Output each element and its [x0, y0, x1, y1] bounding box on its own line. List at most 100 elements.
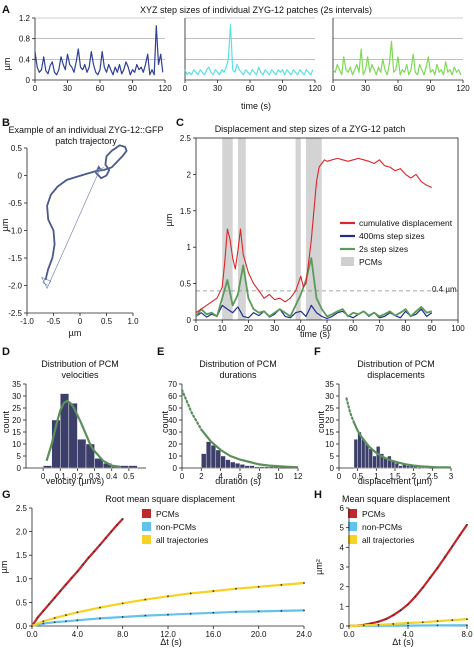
panel-g-series-3-point: [189, 592, 192, 595]
panel-f-ylabel: count: [316, 410, 326, 433]
panel-e-bar: [215, 449, 221, 469]
legend-label-2s-step-sizes: 2s step sizes: [359, 244, 408, 254]
panel-f-bar: [368, 448, 373, 469]
panel-d-bar: [77, 439, 87, 469]
panel-h-series-1-point: [443, 556, 446, 559]
panel-h-legend: PCMs non-PCMs all trajectories: [348, 509, 414, 545]
legend-swatch-g-non-pcms: [142, 522, 151, 531]
panel-g-series-1-point: [93, 550, 96, 553]
panel-f-bar: [398, 465, 403, 469]
panel-b-title-line-2: patch trajectory: [55, 136, 117, 146]
panel-a-1-ytick-label: 0.4: [19, 55, 31, 64]
panel-e-ytick-label: 70: [168, 380, 177, 389]
panel-f-fit-curve: [352, 421, 452, 469]
panel-c-xtick-label: 60: [349, 324, 358, 333]
panel-b-xlabel: µm: [69, 328, 82, 338]
panel-e-fit-extrapolated: [180, 388, 203, 431]
panel-h-series-3-point: [466, 618, 468, 621]
panel-g-series-1-point: [65, 583, 67, 586]
panel-g-series-1-point: [36, 616, 39, 619]
panel-letter-c: C: [176, 117, 184, 129]
panel-e-bar: [263, 466, 270, 469]
panel-h-ytick-label: 4: [340, 543, 345, 552]
legend-label-g-non-pcms: non-PCMs: [156, 522, 196, 532]
panel-g-series-3-point: [144, 598, 147, 601]
panel-g-series-3-point: [65, 614, 67, 617]
panel-g-series-3-point: [235, 587, 237, 590]
panel-e-xtick-label: 12: [294, 472, 303, 481]
panel-h-ytick-label: 3: [340, 563, 345, 572]
panel-g-ytick-label: 0.5: [16, 598, 28, 607]
legend-swatch-pcms: [341, 257, 354, 266]
panel-g-ytick-label: 0.0: [16, 622, 28, 631]
panel-c-legend: cumulative displacement 400ms step sizes…: [340, 218, 453, 267]
panel-h-ytick-label: 2: [340, 583, 345, 592]
panel-h-series-1-point: [436, 567, 439, 569]
panel-g-xtick-label: 8.0: [117, 630, 129, 639]
panel-a-series-1: [34, 25, 164, 76]
panel-e-xtick-label: 10: [274, 472, 283, 481]
panel-g-series-1-point: [104, 537, 107, 540]
panel-g-series-3-point: [53, 617, 56, 619]
panel-a-2-xtick-label: 90: [278, 84, 287, 93]
panel-a-2-xtick-label: 0: [183, 84, 188, 93]
panel-a-1-ytick-label: 0.8: [19, 35, 31, 44]
legend-label-cumulative-displacement: cumulative displacement: [359, 218, 453, 228]
panel-e-bar: [268, 466, 275, 469]
panel-f-xtick-label: 1.5: [389, 472, 401, 481]
panel-a-1-ytick-label: 1.2: [19, 14, 31, 23]
panel-g-series-2-point: [303, 609, 305, 612]
panel-b-xtick-label: 0: [78, 317, 83, 326]
pcm-shaded-interval: [237, 138, 246, 320]
panel-c-ylabel: µm: [164, 214, 174, 227]
panel-letter-d: D: [2, 346, 10, 358]
panel-h-series-1-point: [421, 586, 424, 589]
panel-f-ytick-label: 10: [325, 440, 334, 449]
panel-c-xtick-label: 50: [323, 324, 332, 333]
panel-b-xtick-label: 0.5: [101, 317, 113, 326]
panel-h-series-2-point: [466, 624, 468, 627]
panel-h-series-1-point: [429, 576, 432, 579]
panel-h-series-2-point: [407, 624, 409, 627]
panel-e-xtick-label: 0: [180, 472, 185, 481]
series-cumulative-displacement: [195, 157, 433, 314]
panel-e-ytick-label: 20: [168, 440, 177, 449]
legend-swatch-h-all-trajectories: [348, 535, 357, 544]
panel-g-series-3: [31, 581, 305, 628]
panel-b-ytick-label: -1.5: [8, 254, 22, 263]
panel-f-xtick-label: 1: [374, 472, 379, 481]
panel-d-bar: [128, 465, 138, 469]
panel-f-xlabel: displacement (µm): [358, 476, 432, 486]
panel-h-series-3-point: [436, 620, 439, 622]
panel-f-bar: [372, 455, 377, 469]
panel-e-title-line-2: durations: [219, 370, 257, 380]
panel-c-xtick-label: 90: [427, 324, 436, 333]
panel-a-series-3: [332, 40, 462, 76]
panel-g-series-1-point: [70, 576, 73, 579]
panel-e-bar: [201, 453, 207, 469]
panel-g-series-1-point: [121, 517, 124, 520]
panel-h-xtick-label: 8.0: [461, 630, 473, 639]
panel-c-xlabel: time (s): [300, 329, 330, 339]
panel-c-ytick-label: 0.5: [180, 280, 192, 289]
panel-d-bar: [42, 465, 52, 469]
panel-f-ytick-label: 35: [325, 380, 334, 389]
legend-swatch-h-pcms: [348, 509, 357, 518]
panel-b-ytick-label: -2.5: [8, 309, 22, 318]
panel-a-series-2: [184, 23, 314, 76]
panel-g-series-1-point: [53, 596, 56, 599]
panel-e-ytick-label: 40: [168, 416, 177, 425]
panel-e-bar: [220, 455, 226, 469]
panel-letter-a: A: [2, 4, 10, 16]
legend-label-400ms-step-sizes: 400ms step sizes: [359, 231, 425, 241]
panel-a-ylabel: µm: [2, 58, 12, 71]
panel-c-xtick-label: 100: [451, 324, 465, 333]
panel-g-xtick-label: 0.0: [26, 630, 38, 639]
series-2s-step-sizes: [195, 257, 433, 318]
panel-f-ytick-label: 0: [330, 464, 335, 473]
panel-d-xlabel: velocity (µm/s): [46, 476, 104, 486]
panel-g-xtick-label: 20.0: [251, 630, 267, 639]
panel-h-series-2-point: [436, 624, 439, 627]
legend-swatch-g-all-trajectories: [142, 535, 151, 544]
panel-a-1-xtick-label: 60: [96, 84, 105, 93]
